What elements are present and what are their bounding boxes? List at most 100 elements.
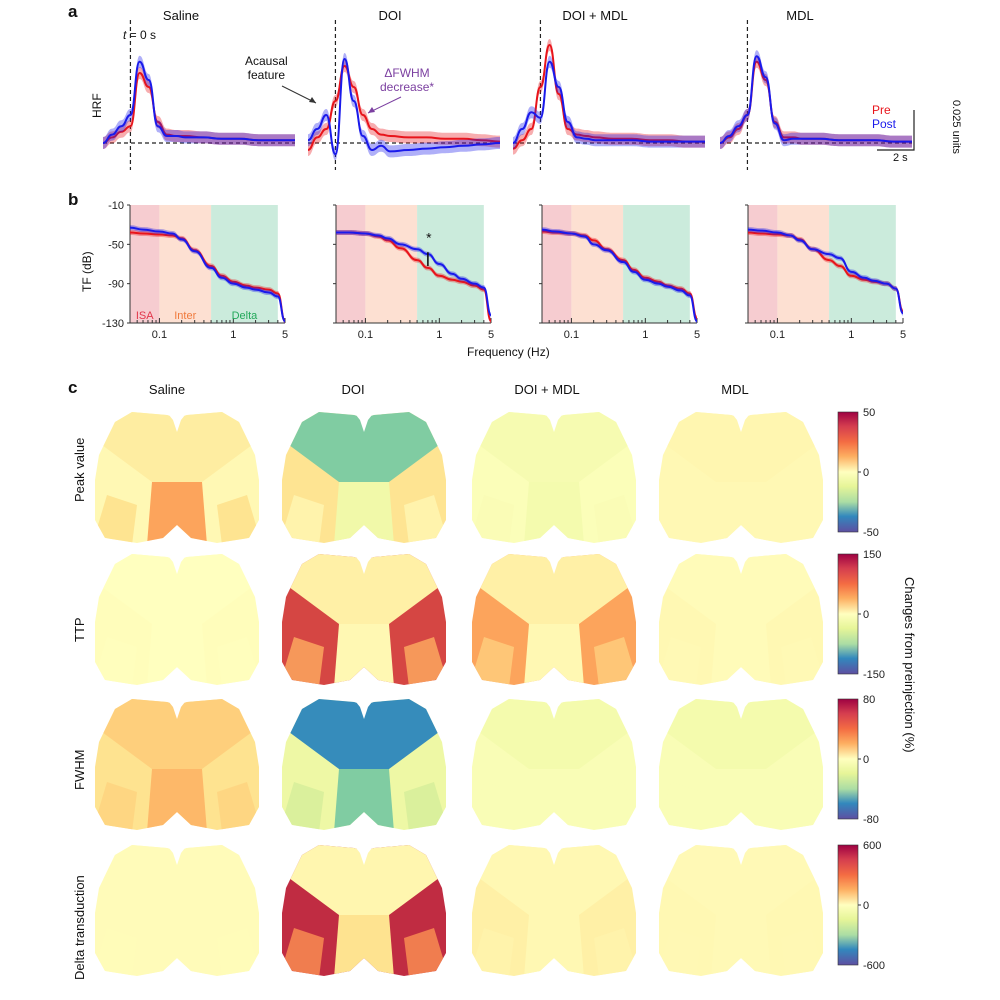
tf-band-inter	[159, 205, 212, 323]
right-hemisphere	[741, 845, 823, 976]
tf-x-tick-label: 1	[642, 329, 648, 341]
colorbar-peak-value: 50 0 -50	[837, 407, 879, 539]
region-posterior-medial	[711, 624, 741, 685]
panel-c-title-saline: Saline	[148, 382, 186, 397]
region-posterior-medial	[364, 915, 394, 976]
right-hemisphere	[554, 412, 636, 543]
colorbar-max-label: 80	[863, 694, 875, 706]
colorbar-min-label: -600	[863, 960, 885, 972]
right-hemisphere	[177, 554, 259, 685]
region-posterior-medial	[147, 769, 177, 830]
brain-map-delta-transduction-saline	[95, 843, 259, 976]
panel-letter-a: a	[68, 2, 78, 21]
panel-c-title-doi-mdl: DOI + MDL	[514, 382, 580, 397]
region-posterior-lateral	[217, 782, 259, 830]
left-hemisphere	[95, 845, 177, 976]
brain-maps: 50 0 -50 150 0 -150 80 0 -80 600 0 -600	[95, 407, 885, 976]
colorbar-gradient	[837, 698, 859, 820]
t0-label-rest: = 0 s	[126, 28, 157, 42]
region-frontal	[554, 845, 629, 915]
region-posterior-lateral	[594, 782, 636, 830]
acausal-annotation: Acausal feature	[245, 54, 288, 82]
hrf-line-post	[307, 57, 501, 156]
region-frontal	[666, 845, 741, 915]
panel-letter-c: c	[68, 378, 78, 397]
region-posterior-medial	[741, 915, 771, 976]
hrf-chart	[102, 20, 915, 170]
colorbar-gradient	[837, 844, 859, 966]
region-frontal	[177, 412, 252, 482]
tf-band-isa	[748, 205, 778, 323]
colorbar-mid-label: 0	[863, 467, 869, 479]
colorbar-min-label: -150	[863, 669, 885, 681]
region-posterior-medial	[524, 915, 554, 976]
olfactory-notch	[352, 552, 376, 574]
left-hemisphere	[659, 845, 741, 976]
tf-y-tick-label: -50	[108, 239, 124, 251]
tf-y-tick-label: -90	[108, 279, 124, 291]
tf-band-label-inter: Inter	[174, 310, 196, 322]
tf-band-isa	[130, 205, 160, 323]
region-posterior-medial	[147, 915, 177, 976]
region-frontal	[554, 554, 629, 624]
colorbar-max-label: 600	[863, 840, 881, 852]
region-frontal	[177, 554, 252, 624]
tf-line-post	[541, 228, 698, 323]
region-posterior-lateral	[781, 928, 823, 976]
tf-band-label-delta: Delta	[232, 310, 259, 322]
olfactory-notch	[729, 410, 753, 432]
tf-facet-doi-mdl: 0.1 1 5	[539, 204, 700, 341]
region-frontal	[289, 554, 364, 624]
right-hemisphere	[554, 554, 636, 685]
left-hemisphere	[659, 412, 741, 543]
region-posterior-medial	[711, 915, 741, 976]
tf-x-tick-label: 1	[230, 329, 236, 341]
hrf-line-pre	[512, 43, 705, 150]
tf-line-pre	[129, 231, 286, 323]
tf-facet-saline: -10 -50 -90 -130 0.1 1 5 ISA Inter Delta	[102, 200, 288, 341]
hrf-ci-band-pre	[513, 39, 705, 155]
brain-map-fwhm-mdl	[659, 697, 823, 830]
region-posterior-medial	[741, 624, 771, 685]
region-posterior-medial	[334, 769, 364, 830]
region-posterior-lateral	[594, 637, 636, 685]
brain-map-delta-transduction-mdl	[659, 843, 823, 976]
region-posterior-lateral	[472, 928, 514, 976]
tf-x-tick-label: 0.1	[770, 329, 785, 341]
tf-x-tick-label: 5	[282, 329, 288, 341]
acausal-arrowhead	[309, 97, 316, 103]
region-frontal	[289, 412, 364, 482]
region-posterior-medial	[334, 915, 364, 976]
brain-map-fwhm-doi-mdl	[472, 697, 636, 830]
region-posterior-lateral	[404, 928, 446, 976]
region-posterior-medial	[364, 482, 394, 543]
olfactory-notch	[729, 843, 753, 865]
hrf-facet-doi-mdl	[512, 20, 705, 170]
region-frontal	[479, 699, 554, 769]
fwhm-annotation: ΔFWHM decrease*	[380, 66, 434, 94]
region-frontal	[741, 412, 816, 482]
left-hemisphere	[95, 412, 177, 543]
region-frontal	[479, 412, 554, 482]
region-frontal	[102, 554, 177, 624]
brain-map-ttp-doi-mdl	[472, 552, 636, 685]
region-posterior-lateral	[95, 928, 137, 976]
hrf-line-post	[102, 60, 295, 144]
right-hemisphere	[364, 412, 446, 543]
region-frontal	[666, 412, 741, 482]
region-posterior-lateral	[95, 495, 137, 543]
colorbar-fwhm: 80 0 -80	[837, 694, 879, 826]
right-hemisphere	[554, 699, 636, 830]
colorbar-gradient	[837, 411, 859, 533]
tf-y-tick-label: -130	[102, 318, 124, 330]
tf-band-delta	[623, 205, 690, 323]
brain-map-peak-value-mdl	[659, 410, 823, 543]
colorbar-min-label: -50	[863, 527, 879, 539]
tf-y-tick-label: -10	[108, 200, 124, 212]
region-posterior-medial	[364, 624, 394, 685]
tf-line-post	[335, 231, 492, 317]
region-frontal	[741, 554, 816, 624]
region-posterior-lateral	[95, 782, 137, 830]
tf-band-isa	[336, 205, 366, 323]
